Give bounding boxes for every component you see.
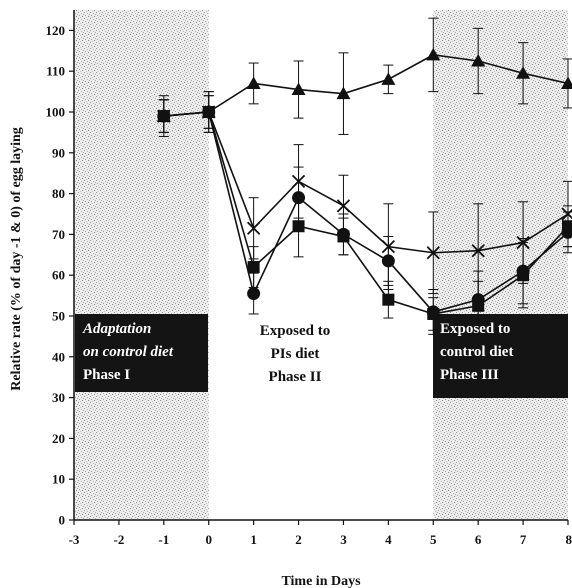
- phase-2-label-line: Exposed to: [260, 323, 330, 339]
- y-tick-label: 70: [52, 227, 65, 242]
- data-point-triangle: [381, 72, 396, 85]
- data-point-square: [337, 230, 350, 243]
- phase-label-boxes: [75, 314, 568, 398]
- data-point-cross: [246, 221, 261, 235]
- y-tick-label: 50: [52, 309, 65, 324]
- data-point-square: [292, 220, 305, 233]
- y-tick-label: 100: [46, 105, 66, 120]
- x-tick-label: 2: [295, 532, 302, 547]
- y-axis-ticks: 0 10 20 30 40 50 60 70 80 90 100 110 120: [46, 23, 74, 528]
- phase-1-label-line: on control diet: [83, 344, 174, 360]
- data-point-cross: [336, 199, 351, 213]
- series-layer: [156, 17, 572, 335]
- phase-2-label-line: PIs diet: [271, 346, 320, 362]
- data-point-square: [562, 220, 572, 233]
- y-axis-title: Relative rate (% of day -1 & 0) of egg l…: [9, 127, 24, 391]
- data-point-triangle: [471, 54, 486, 67]
- y-tick-label: 90: [52, 145, 65, 160]
- y-tick-label: 120: [46, 23, 66, 38]
- data-point-square: [472, 299, 485, 312]
- data-point-square: [157, 110, 170, 123]
- series-line-triangle: [163, 54, 569, 117]
- x-tick-label: -2: [113, 532, 124, 547]
- y-tick-label: 20: [52, 431, 65, 446]
- x-tick-label: 4: [385, 532, 392, 547]
- data-point-triangle: [516, 66, 531, 79]
- y-tick-label: 10: [52, 472, 65, 487]
- series-square: [157, 95, 572, 331]
- data-point-triangle: [246, 76, 261, 89]
- series-line-square: [163, 111, 569, 315]
- phase-shading: [74, 10, 568, 520]
- data-point-cross: [426, 246, 440, 260]
- y-tick-label: 80: [52, 186, 65, 201]
- phase-box-3: [433, 314, 568, 398]
- data-point-triangle: [426, 47, 441, 61]
- x-tick-label: 1: [250, 532, 257, 547]
- phase-box-1: [75, 314, 208, 392]
- x-tick-label: 6: [475, 532, 482, 547]
- phase-1-label-line: Adaptation: [82, 321, 151, 337]
- x-tick-label: 0: [205, 532, 212, 547]
- data-point-circle: [247, 287, 261, 301]
- shaded-region-1: [433, 10, 568, 520]
- x-axis-title: Time in Days: [281, 574, 361, 588]
- x-tick-label: 7: [520, 532, 527, 547]
- shaded-region-0: [74, 10, 209, 520]
- data-point-square: [382, 293, 395, 306]
- data-point-square: [517, 269, 530, 282]
- data-point-cross: [471, 244, 485, 258]
- y-tick-label: 40: [52, 349, 65, 364]
- x-tick-label: -3: [69, 532, 80, 547]
- x-tick-label: 3: [340, 532, 347, 547]
- data-point-square: [202, 106, 215, 118]
- phase-3-label-line: Phase III: [440, 367, 499, 383]
- x-tick-label: 8: [566, 532, 572, 547]
- data-point-triangle: [291, 82, 306, 96]
- data-point-circle: [381, 254, 395, 268]
- y-tick-label: 60: [52, 268, 65, 283]
- data-point-square: [247, 261, 260, 274]
- series-line-circle: [163, 111, 569, 313]
- x-tick-label: -1: [158, 532, 169, 547]
- phase-3-label-line: Exposed to: [440, 321, 510, 337]
- data-point-square: [427, 307, 440, 320]
- x-axis-ticks: -3 -2 -1 0 1 2 3 4 5 6 7 8: [69, 520, 572, 547]
- x-tick-label: 5: [430, 532, 437, 547]
- y-tick-label: 0: [59, 513, 66, 528]
- series-line-cross: [163, 111, 569, 254]
- phase-3-label-line: control diet: [440, 344, 513, 360]
- data-point-triangle: [561, 76, 572, 89]
- y-tick-label: 30: [52, 390, 65, 405]
- y-tick-label: 110: [46, 64, 65, 79]
- phase-labels: Adaptation on control diet Phase I Exposed …: [82, 321, 513, 385]
- phase-2-label-line: Phase II: [269, 369, 322, 385]
- phase-1-label-line: Phase I: [83, 367, 130, 383]
- data-point-triangle: [336, 86, 351, 100]
